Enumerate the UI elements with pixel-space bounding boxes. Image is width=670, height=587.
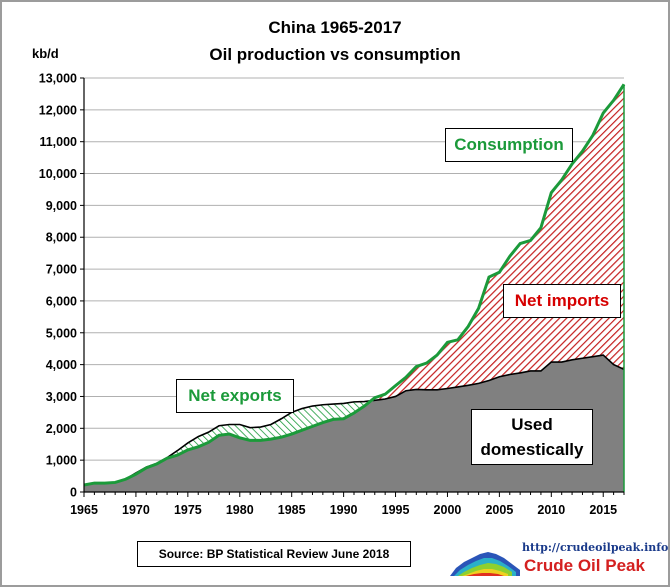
y-tick-label: 3,000	[46, 390, 77, 404]
y-axis-unit-label: kb/d	[32, 46, 59, 61]
chart-subtitle: Oil production vs consumption	[209, 45, 461, 64]
net-exports-label: Net exports	[176, 379, 294, 413]
x-tick-label: 1995	[382, 503, 410, 517]
y-tick-label: 11,000	[39, 135, 77, 149]
consumption-line	[83, 83, 626, 487]
y-tick-label: 4,000	[46, 358, 77, 372]
line-layer	[83, 83, 626, 492]
used-domestically-label: Used domestically	[471, 409, 593, 465]
y-tick-label: 5,000	[46, 326, 77, 340]
x-tick-label: 2005	[485, 503, 513, 517]
y-tick-label: 2,000	[46, 422, 77, 436]
chart-title: China 1965-2017	[268, 18, 402, 37]
y-tick-label: 13,000	[39, 72, 77, 86]
x-tick-label: 2010	[537, 503, 565, 517]
x-tick-label: 1985	[278, 503, 306, 517]
y-tick-label: 12,000	[39, 103, 77, 117]
source-note: Source: BP Statistical Review June 2018	[137, 541, 411, 567]
used-label-line2: domestically	[480, 440, 584, 459]
crude-oil-peak-logo-graphic	[450, 552, 520, 576]
used-label-line1: Used	[511, 415, 553, 434]
logo-name: Crude Oil Peak	[524, 556, 645, 575]
x-tick-label: 1990	[330, 503, 358, 517]
y-tick-label: 6,000	[46, 294, 77, 308]
production-line	[83, 354, 625, 486]
x-tick-label: 1970	[122, 503, 150, 517]
x-tick-label: 1975	[174, 503, 202, 517]
y-tick-label: 10,000	[39, 167, 77, 181]
axes: 0 1,000 2,000 3,000 4,000 5,000 6,000 7,000 8,00…	[39, 72, 625, 517]
y-tick-label: 7,000	[46, 263, 77, 277]
net-imports-label: Net imports	[503, 284, 621, 318]
y-tick-label: 0	[70, 486, 77, 500]
net-exports-area	[84, 84, 624, 485]
x-tick-label: 1965	[70, 503, 98, 517]
x-tick-label: 2015	[589, 503, 617, 517]
x-tick-label: 1980	[226, 503, 254, 517]
consumption-label: Consumption	[445, 128, 573, 162]
y-tick-label: 9,000	[46, 199, 77, 213]
y-tick-label: 8,000	[46, 231, 77, 245]
y-tick-label: 1,000	[46, 454, 77, 468]
logo-url[interactable]: http://crudeoilpeak.info	[522, 541, 669, 554]
x-tick-label: 2000	[434, 503, 462, 517]
